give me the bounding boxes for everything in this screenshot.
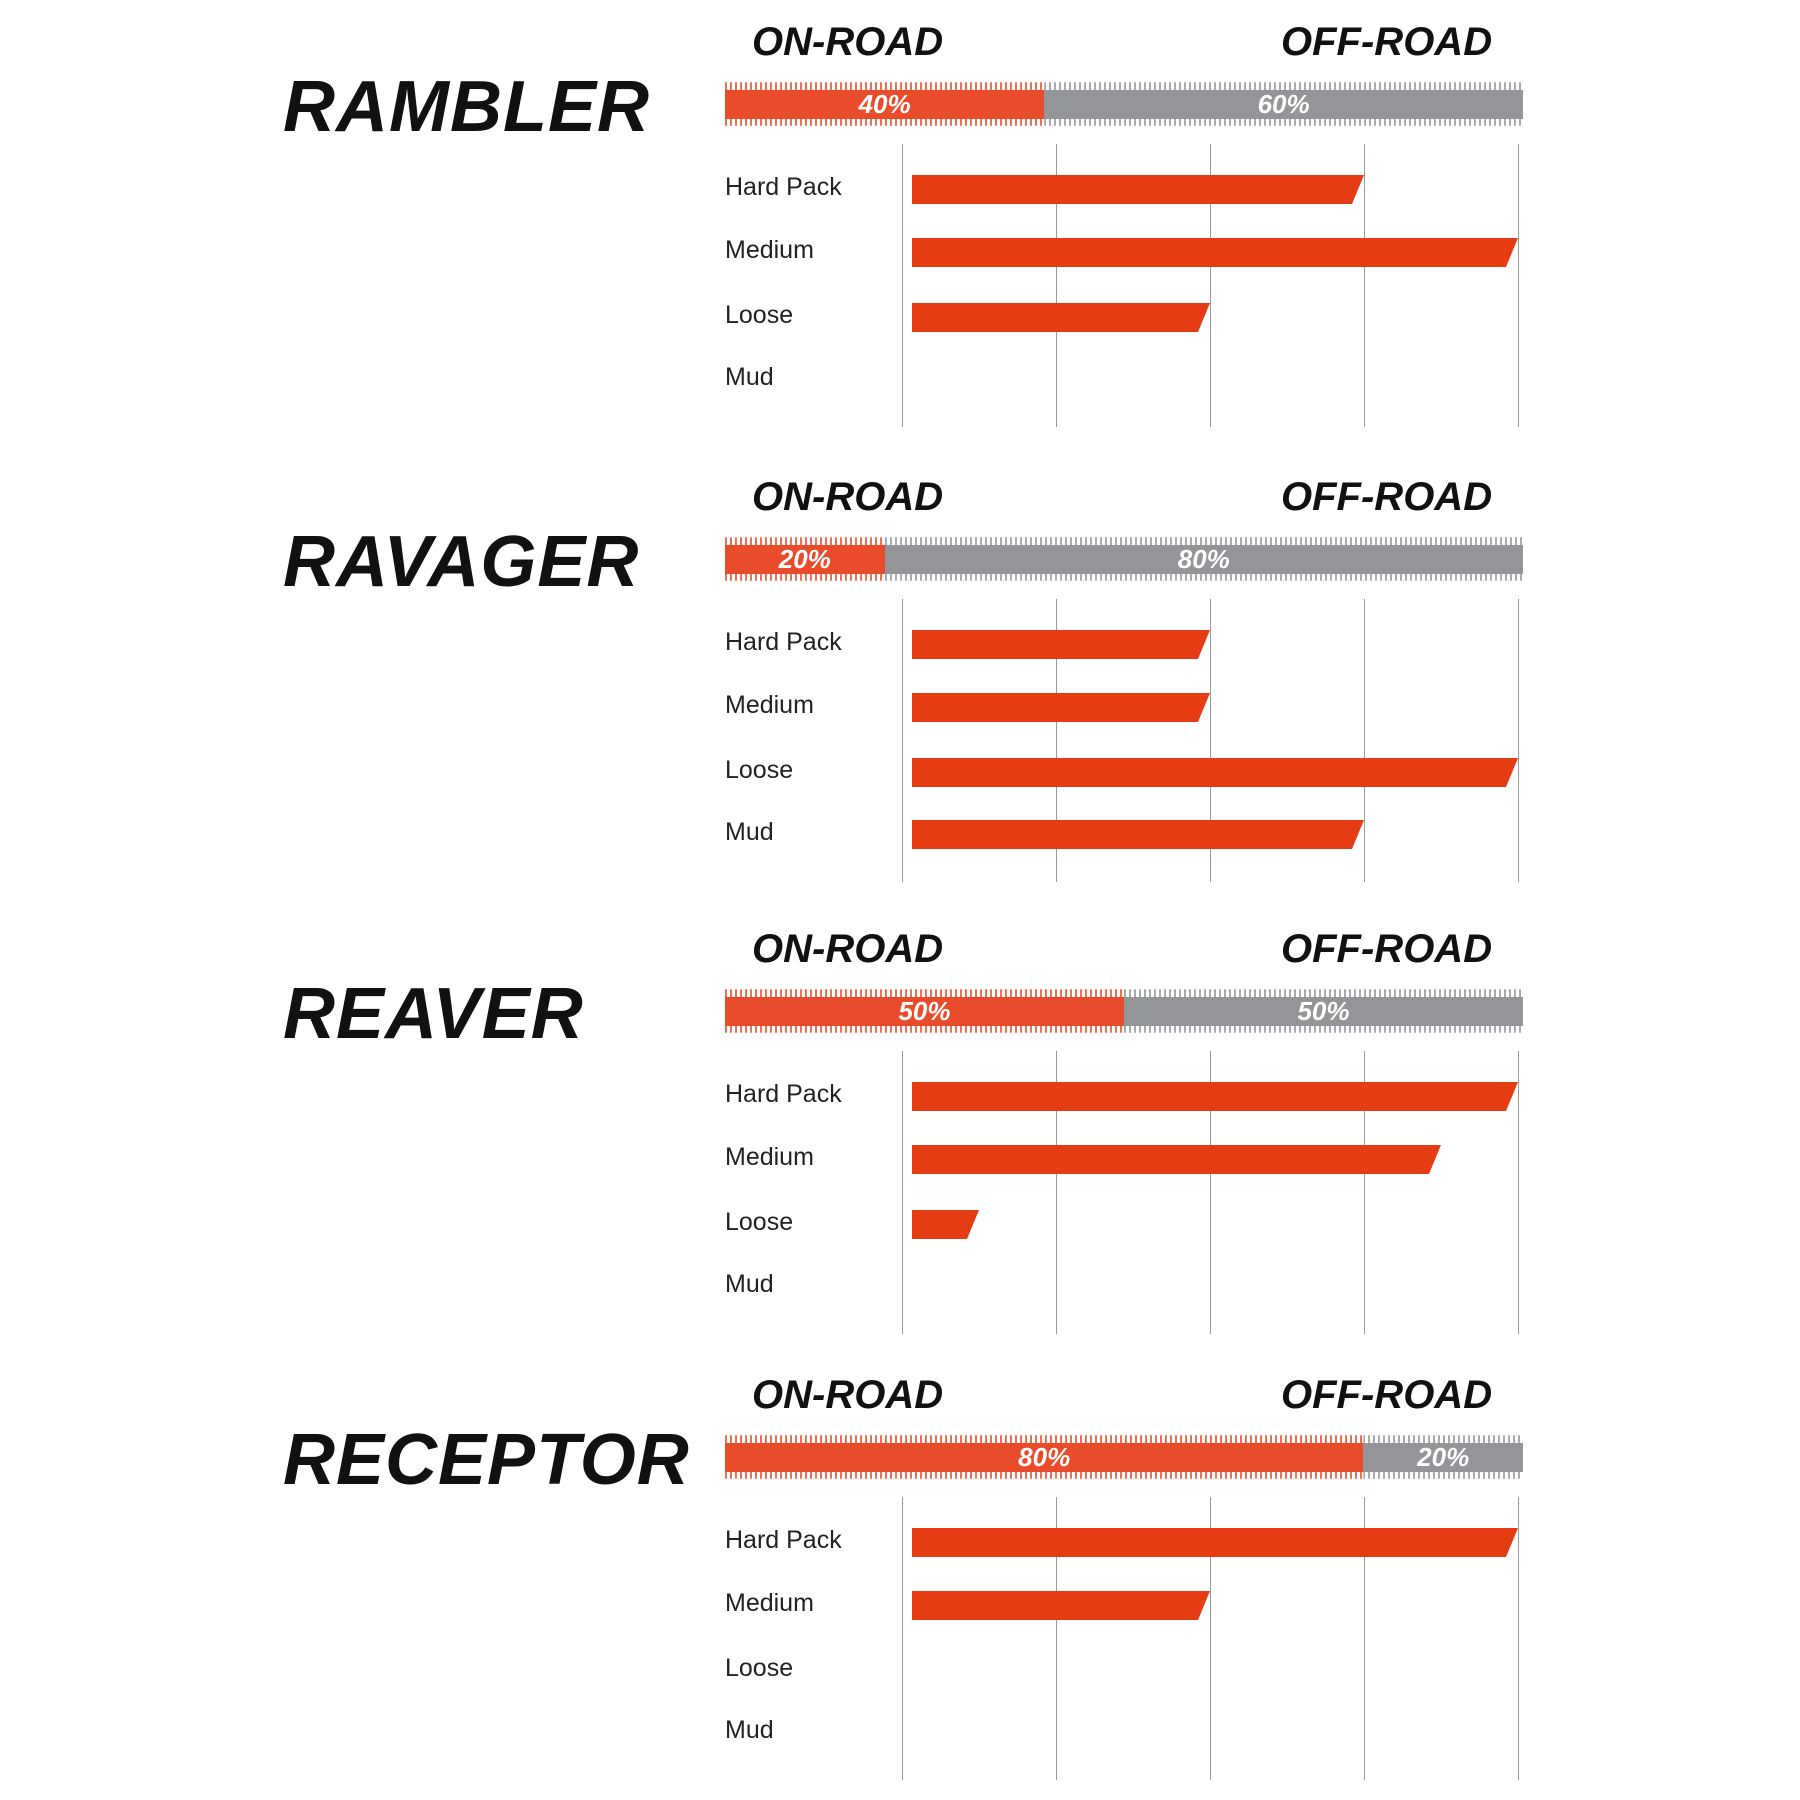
off-road-segment-fill: 80%: [884, 544, 1523, 574]
terrain-label: Mud: [725, 363, 774, 391]
off-road-segment: 60%: [1044, 73, 1523, 135]
terrain-label: Loose: [725, 301, 794, 329]
gridline: [1056, 1051, 1057, 1334]
on-road-segment: 20%: [725, 528, 885, 590]
terrain-bar: [912, 1082, 1518, 1111]
on-road-segment-fill: 40%: [725, 89, 1045, 119]
on-road-label: ON-ROAD: [752, 20, 944, 64]
on-road-segment-percent: 20%: [778, 544, 831, 574]
on-off-split-bar: 80% 20%: [725, 1426, 1523, 1488]
gridline: [1518, 144, 1519, 427]
terrain-label: Hard Pack: [725, 1080, 842, 1108]
on-off-split-bar: 50% 50%: [725, 980, 1523, 1042]
tire-name: RECEPTOR: [283, 1420, 690, 1500]
terrain-bar: [912, 630, 1210, 659]
gridline: [1210, 1497, 1211, 1780]
terrain-label: Mud: [725, 818, 774, 846]
off-road-segment: 20%: [1363, 1426, 1523, 1488]
off-road-segment-percent: 50%: [1297, 996, 1350, 1026]
gridline: [902, 144, 903, 427]
off-road-label: OFF-ROAD: [1281, 20, 1493, 64]
terrain-label: Medium: [725, 691, 814, 719]
off-road-segment: 80%: [884, 528, 1523, 590]
gridline: [1210, 144, 1211, 427]
tire-name: REAVER: [283, 974, 584, 1054]
terrain-bar: [912, 1145, 1441, 1174]
terrain-bar: [912, 303, 1210, 332]
on-off-split-bar: 20% 80%: [725, 528, 1523, 590]
on-road-segment-fill: 20%: [725, 544, 885, 574]
tire-section: RAMBLER ON-ROAD OFF-ROAD 40% 60% Hard Pack Med…: [0, 0, 1800, 450]
gridline: [1364, 1051, 1365, 1334]
on-road-label: ON-ROAD: [752, 475, 944, 519]
off-road-label: OFF-ROAD: [1281, 927, 1493, 971]
tire-section: REAVER ON-ROAD OFF-ROAD 50% 50% Hard Pack Medi…: [0, 907, 1800, 1357]
gridline: [1056, 1497, 1057, 1780]
on-road-segment: 80%: [725, 1426, 1364, 1488]
terrain-bar: [912, 1210, 979, 1239]
tire-name: RAMBLER: [283, 67, 650, 147]
tire-section: RAVAGER ON-ROAD OFF-ROAD 20% 80% Hard Pack Med…: [0, 455, 1800, 905]
terrain-label: Loose: [725, 1208, 794, 1236]
terrain-label: Medium: [725, 236, 814, 264]
terrain-label: Hard Pack: [725, 173, 842, 201]
gridline: [1518, 1497, 1519, 1780]
gridline: [1056, 599, 1057, 882]
gridline: [1364, 144, 1365, 427]
off-road-segment-fill: 20%: [1363, 1442, 1523, 1472]
terrain-label: Mud: [725, 1270, 774, 1298]
on-road-label: ON-ROAD: [752, 927, 944, 971]
on-road-label: ON-ROAD: [752, 1373, 944, 1417]
terrain-label: Medium: [725, 1589, 814, 1617]
off-road-segment: 50%: [1124, 980, 1523, 1042]
terrain-bar: [912, 758, 1518, 787]
tire-name: RAVAGER: [283, 522, 640, 602]
gridline: [902, 1497, 903, 1780]
terrain-bar: [912, 1528, 1518, 1557]
off-road-segment-fill: 60%: [1044, 89, 1523, 119]
terrain-label: Mud: [725, 1716, 774, 1744]
terrain-label: Loose: [725, 1654, 794, 1682]
on-off-split-bar: 40% 60%: [725, 73, 1523, 135]
off-road-segment-percent: 20%: [1417, 1442, 1470, 1472]
on-road-segment: 40%: [725, 73, 1045, 135]
terrain-label: Medium: [725, 1143, 814, 1171]
on-road-segment: 50%: [725, 980, 1124, 1042]
off-road-segment-percent: 80%: [1177, 544, 1230, 574]
gridline: [1056, 144, 1057, 427]
terrain-bar: [912, 693, 1210, 722]
off-road-segment-fill: 50%: [1124, 996, 1523, 1026]
gridline: [1518, 1051, 1519, 1334]
terrain-bar: [912, 820, 1364, 849]
terrain-label: Loose: [725, 756, 794, 784]
terrain-label: Hard Pack: [725, 628, 842, 656]
on-road-segment-fill: 50%: [725, 996, 1124, 1026]
off-road-segment-percent: 60%: [1257, 89, 1310, 119]
terrain-label: Hard Pack: [725, 1526, 842, 1554]
on-road-segment-percent: 50%: [898, 996, 951, 1026]
on-road-segment-percent: 40%: [858, 89, 911, 119]
on-road-segment-percent: 80%: [1018, 1442, 1071, 1472]
terrain-bar: [912, 1591, 1210, 1620]
gridline: [1364, 599, 1365, 882]
off-road-label: OFF-ROAD: [1281, 475, 1493, 519]
gridline: [1210, 1051, 1211, 1334]
on-road-segment-fill: 80%: [725, 1442, 1364, 1472]
terrain-bar: [912, 238, 1518, 267]
tire-section: RECEPTOR ON-ROAD OFF-ROAD 80% 20% Hard Pack Me…: [0, 1353, 1800, 1800]
off-road-label: OFF-ROAD: [1281, 1373, 1493, 1417]
gridline: [1518, 599, 1519, 882]
gridline: [902, 1051, 903, 1334]
gridline: [1364, 1497, 1365, 1780]
gridline: [902, 599, 903, 882]
terrain-bar: [912, 175, 1364, 204]
gridline: [1210, 599, 1211, 882]
